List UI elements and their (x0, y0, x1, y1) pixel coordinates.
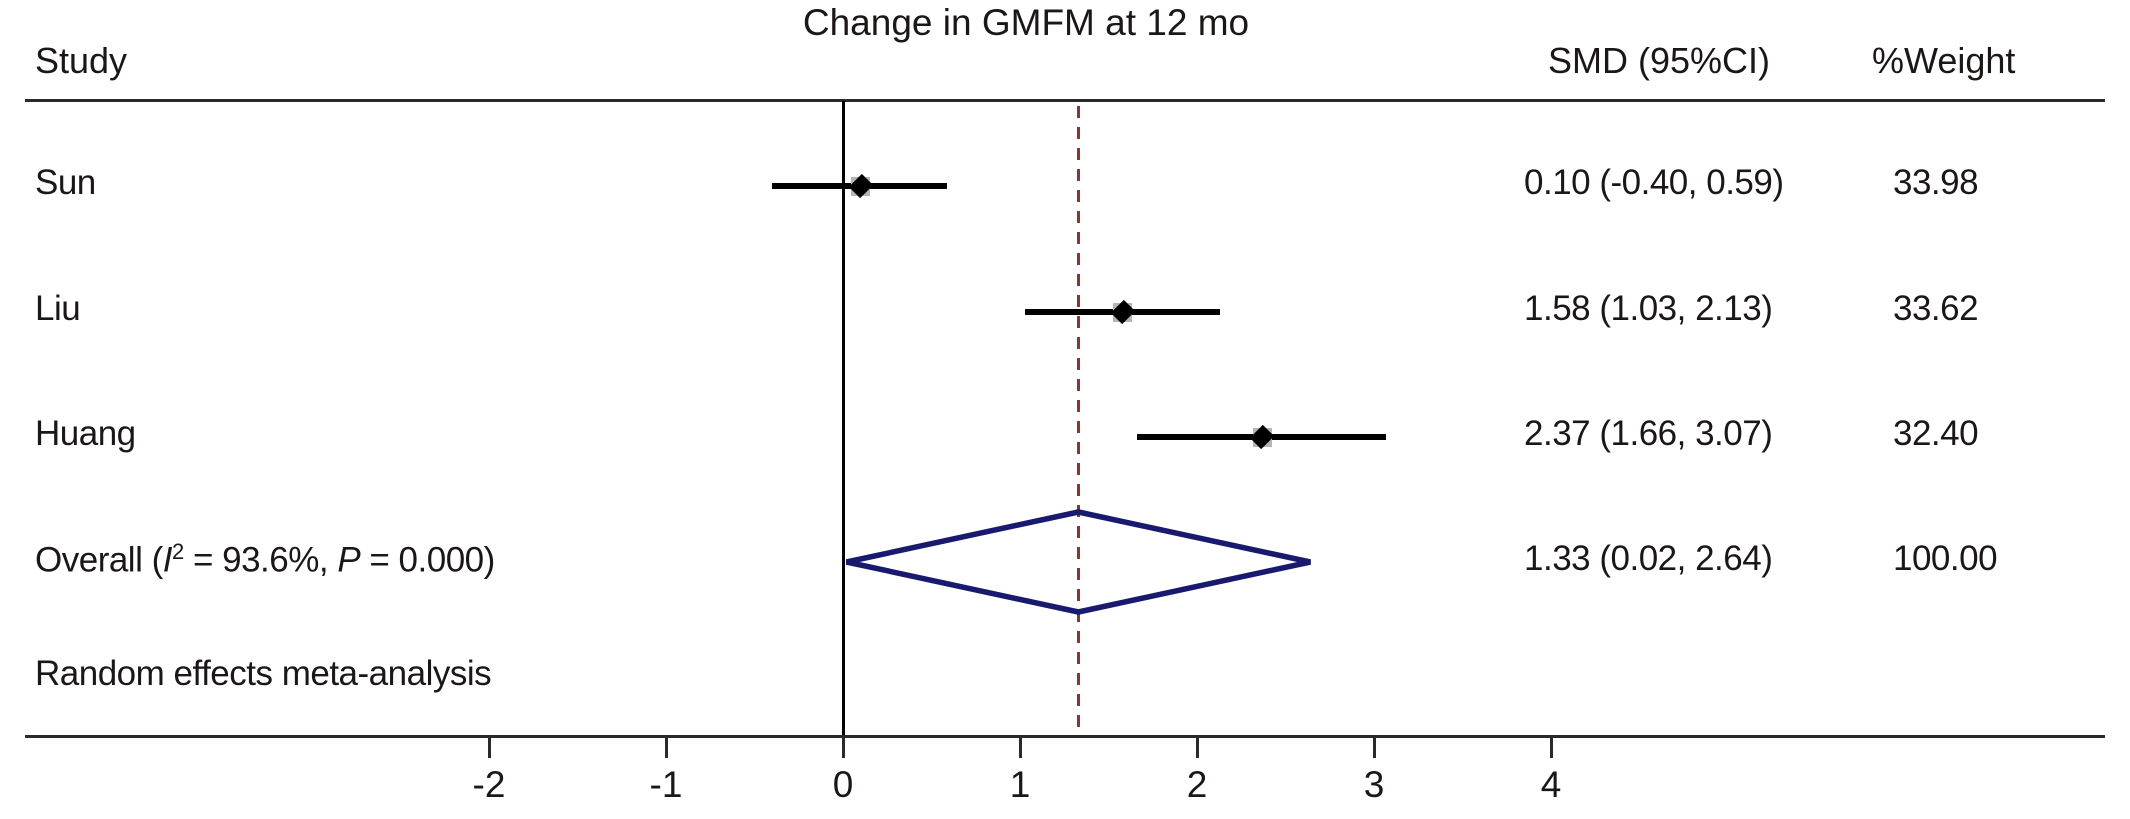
overall-label-i: I (162, 540, 173, 580)
axis-tick (1549, 737, 1553, 758)
model-note: Random effects meta-analysis (35, 654, 492, 693)
overall-label-suffix: = 0.000) (360, 540, 495, 580)
zero-reference-line (841, 101, 845, 735)
axis-tick-label: -1 (649, 764, 683, 805)
axis-tick-label: -2 (472, 764, 506, 805)
column-header-study: Study (35, 40, 128, 81)
column-header-weight: %Weight (1872, 40, 2016, 81)
column-header-smd: SMD (95%CI) (1548, 40, 1771, 81)
axis-tick-label: 1 (1009, 764, 1031, 805)
study-label: Huang (35, 414, 136, 453)
overall-label-p: P (337, 540, 361, 580)
axis-tick (1195, 737, 1199, 758)
overall-label-mid: = 93.6%, (183, 540, 338, 580)
axis-tick (1372, 737, 1376, 758)
axis-tick-label: 0 (832, 764, 854, 805)
axis-tick (664, 737, 668, 758)
header-rule (25, 99, 2105, 102)
smd-value: 1.58 (1.03, 2.13) (1524, 289, 1773, 328)
axis-tick-label: 4 (1540, 764, 1562, 805)
study-label: Sun (35, 163, 96, 202)
weight-value: 33.62 (1893, 289, 1979, 328)
overall-weight-value: 100.00 (1893, 539, 1998, 578)
weight-value: 33.98 (1893, 163, 1979, 202)
overall-estimate-dashed-line (1076, 106, 1080, 735)
overall-label: Overall (I2 = 93.6%, P = 0.000) (35, 539, 495, 580)
weight-value: 32.40 (1893, 414, 1979, 453)
axis-line (25, 735, 2105, 738)
axis-tick-label: 3 (1363, 764, 1385, 805)
overall-label-sup: 2 (171, 539, 184, 564)
overall-smd-value: 1.33 (0.02, 2.64) (1524, 539, 1773, 578)
smd-value: 0.10 (-0.40, 0.59) (1524, 163, 1784, 202)
axis-tick (841, 737, 845, 758)
smd-value: 2.37 (1.66, 3.07) (1524, 414, 1773, 453)
chart-title: Change in GMFM at 12 mo (802, 2, 1250, 43)
overall-label-prefix: Overall ( (35, 540, 163, 580)
axis-tick (1018, 737, 1022, 758)
study-label: Liu (35, 289, 81, 328)
axis-tick (487, 737, 491, 758)
axis-tick-label: 2 (1186, 764, 1208, 805)
